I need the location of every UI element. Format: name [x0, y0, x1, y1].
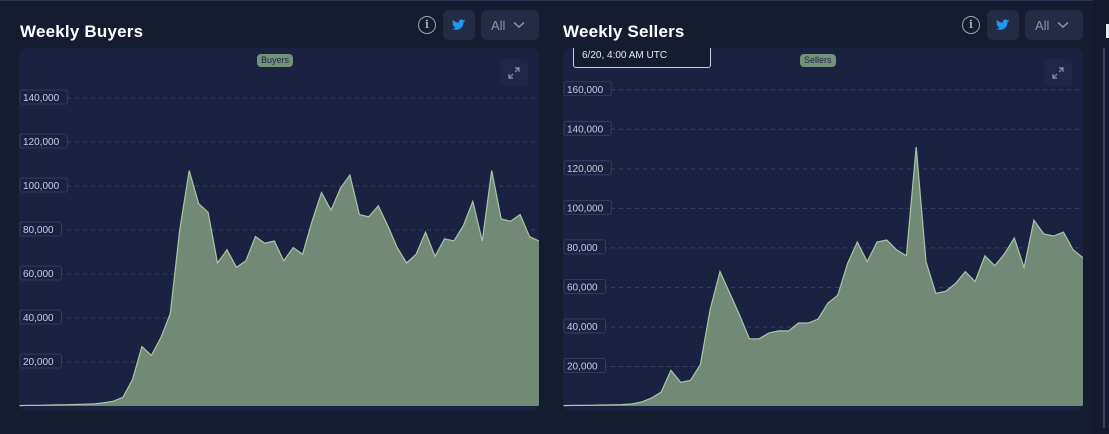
y-tick-label-text: 100,000 — [567, 204, 604, 215]
range-select-value: All — [1035, 18, 1050, 33]
y-tick-label-text: 140,000 — [23, 93, 60, 104]
y-tick-label: 80,000 — [19, 221, 62, 237]
y-tick-label-box — [563, 120, 612, 136]
expand-button[interactable] — [500, 59, 528, 87]
y-tick-label-box — [563, 279, 606, 294]
y-tick-label-text: 20,000 — [23, 357, 54, 368]
series-area — [19, 170, 539, 406]
y-tick-label: 100,000 — [563, 199, 612, 215]
expand-button[interactable] — [1044, 59, 1072, 87]
y-tick-label: 60,000 — [563, 279, 606, 294]
y-tick-label-box — [563, 318, 606, 334]
y-tick-label-box — [19, 89, 68, 105]
range-select[interactable]: All — [1025, 10, 1083, 40]
twitter-share-button[interactable] — [443, 10, 475, 40]
y-tick-label-text: 40,000 — [567, 322, 598, 333]
expand-icon — [1052, 67, 1064, 79]
next-panel-title-fragment — [1106, 24, 1109, 38]
twitter-icon — [452, 19, 466, 30]
x-tick-label: May 30 — [491, 410, 524, 411]
twitter-share-button[interactable] — [987, 10, 1019, 40]
panel-title: Weekly Sellers — [563, 22, 685, 41]
y-tick-label-text: 20,000 — [567, 362, 598, 373]
info-icon[interactable]: i — [962, 16, 980, 34]
y-tick-label-text: 40,000 — [23, 313, 54, 324]
chevron-down-icon — [513, 21, 525, 29]
x-tick-label: Jan 10 — [844, 410, 874, 411]
x-tick-label: n 7 — [568, 410, 582, 411]
y-tick-label-box — [19, 133, 68, 149]
y-tick-label-box — [19, 177, 68, 193]
panel-header: Weekly Sellers i All — [545, 0, 1093, 48]
y-tick-label: 60,000 — [19, 265, 62, 281]
info-icon[interactable]: i — [418, 16, 436, 34]
y-tick-label-text: 100,000 — [23, 181, 60, 192]
y-tick-label: 120,000 — [563, 160, 612, 176]
y-tick-label-box — [19, 309, 62, 325]
hover-tooltip: 6/20, 4:00 AM UTC — [573, 48, 711, 68]
y-tick-label: 40,000 — [563, 318, 606, 334]
y-tick-label: 140,000 — [19, 89, 68, 105]
y-tick-label-text: 120,000 — [567, 164, 604, 175]
weekly-sellers-panel: Weekly Sellers i All 20,000 40,000 60,000 8… — [545, 0, 1093, 434]
chevron-down-icon — [1057, 21, 1069, 29]
next-panel-edge — [1093, 0, 1109, 434]
y-tick-label-text: 80,000 — [567, 243, 598, 254]
y-tick-label-text: 60,000 — [567, 283, 598, 294]
buyers-chart[interactable]: 20,000 40,000 60,000 80,000 100,000 120,000 14… — [19, 48, 539, 411]
y-tick-label-box — [563, 199, 612, 215]
sellers-plot: 20,000 40,000 60,000 80,000 100,000 120,000 14… — [563, 81, 1083, 411]
panel-header: Weekly Buyers i All — [0, 0, 545, 48]
range-select-value: All — [491, 18, 506, 33]
legend-sellers[interactable]: Sellers — [800, 54, 836, 67]
tooltip-date: 6/20, 4:00 AM UTC — [582, 50, 668, 61]
y-tick-label: 100,000 — [19, 177, 68, 193]
y-tick-label-box — [563, 81, 612, 97]
y-tick-label-box — [19, 221, 62, 237]
sellers-chart[interactable]: 20,000 40,000 60,000 80,000 100,000 120,000 14… — [563, 48, 1083, 411]
buyers-plot: 20,000 40,000 60,000 80,000 100,000 120,000 14… — [19, 89, 539, 411]
y-tick-label: 20,000 — [563, 358, 606, 373]
x-tick-label: Mar 21 — [940, 410, 972, 411]
y-tick-label: 80,000 — [563, 239, 606, 255]
y-tick-label-text: 160,000 — [567, 85, 604, 96]
top-divider — [0, 0, 1109, 1]
x-tick-label: May 30 — [1033, 410, 1066, 411]
y-tick-label: 140,000 — [563, 120, 612, 136]
next-panel-border — [1103, 48, 1105, 428]
expand-icon — [508, 67, 520, 79]
x-tick-label: Nov 1 — [750, 410, 777, 411]
y-tick-label-text: 80,000 — [23, 225, 54, 236]
panel-title: Weekly Buyers — [20, 22, 144, 41]
x-tick-label: Aug 23 — [115, 410, 147, 411]
y-tick-label: 20,000 — [19, 353, 62, 369]
y-tick-label-text: 60,000 — [23, 269, 54, 280]
legend-buyers[interactable]: Buyers — [257, 54, 294, 67]
y-tick-label-text: 120,000 — [23, 137, 60, 148]
twitter-icon — [996, 19, 1010, 30]
y-tick-label: 120,000 — [19, 133, 68, 149]
x-tick-label: Jan 10 — [303, 410, 333, 411]
series-line — [19, 170, 539, 407]
weekly-buyers-panel: Weekly Buyers i All 20,000 40,000 60,000 80… — [0, 0, 545, 434]
y-tick-label-box — [563, 239, 606, 255]
series-line — [563, 147, 1083, 407]
y-tick-label: 40,000 — [19, 309, 62, 325]
x-tick-label: Mar 21 — [396, 410, 428, 411]
y-tick-label-box — [563, 160, 612, 176]
y-tick-label-box — [563, 358, 606, 373]
series-area — [563, 147, 1083, 406]
y-tick-label-text: 140,000 — [567, 124, 604, 135]
y-tick-label: 160,000 — [563, 81, 612, 97]
y-tick-label-box — [19, 353, 62, 369]
x-tick-label: Aug 23 — [651, 410, 683, 411]
x-tick-label: Nov 1 — [209, 410, 236, 411]
x-tick-label: n 7 — [24, 410, 38, 411]
y-tick-label-box — [19, 265, 62, 281]
range-select[interactable]: All — [481, 10, 539, 40]
